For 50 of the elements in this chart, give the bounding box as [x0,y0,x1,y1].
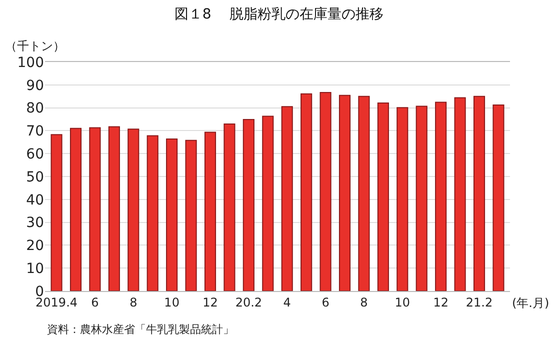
y-tick-label: 60 [26,146,44,162]
x-tick-label: 10 [394,295,410,310]
bar [377,102,389,291]
x-tick-label: 6 [91,295,99,310]
bar [146,135,158,291]
y-tick-label: 20 [26,238,44,254]
x-tick-label: 6 [322,295,330,310]
bar [473,96,486,291]
y-tick-label: 80 [26,100,44,117]
bar [262,116,274,291]
bar [108,126,120,291]
bar [492,104,504,291]
bar [435,102,447,291]
x-tick-label: 4 [283,295,291,310]
bar [166,138,178,291]
y-tick-label: 40 [26,192,44,208]
x-tick-label: 12 [433,295,448,310]
y-tick-label: 10 [26,261,44,277]
x-tick-label: 12 [202,295,218,310]
text: 資料：農林水産省「牛乳乳製品統計」 [47,323,234,336]
x-tick-label: 8 [360,295,368,310]
bar [224,124,236,291]
x-axis-title: (年.月) [512,296,550,310]
bar [50,134,62,291]
bar [454,97,466,291]
bar [185,140,197,291]
bar [338,94,351,291]
chart-title: 図１8 脱脂粉乳の在庫量の推移 [174,6,384,22]
y-axis-title: （千トン） [5,39,65,53]
y-tick-label: 90 [26,78,44,94]
bar [300,93,312,291]
bar [358,96,370,291]
bar [70,128,82,291]
bar [204,132,216,291]
bar [242,118,254,291]
bar [396,107,408,291]
bar [320,92,332,291]
y-tick-label: 70 [26,124,44,140]
x-tick-label: 21.2 [466,295,493,310]
y-tick-label: 50 [26,169,44,186]
x-tick-label: 20.2 [235,295,262,310]
x-tick-label: 8 [130,295,138,310]
bar [128,128,140,291]
x-tick-label: 2019.4 [36,295,78,310]
bar [416,106,428,291]
y-tick-label: 30 [26,215,44,232]
y-tick-label: 100 [17,54,44,71]
bar [281,106,293,291]
x-tick-label: 10 [164,295,180,310]
bar [89,127,101,291]
